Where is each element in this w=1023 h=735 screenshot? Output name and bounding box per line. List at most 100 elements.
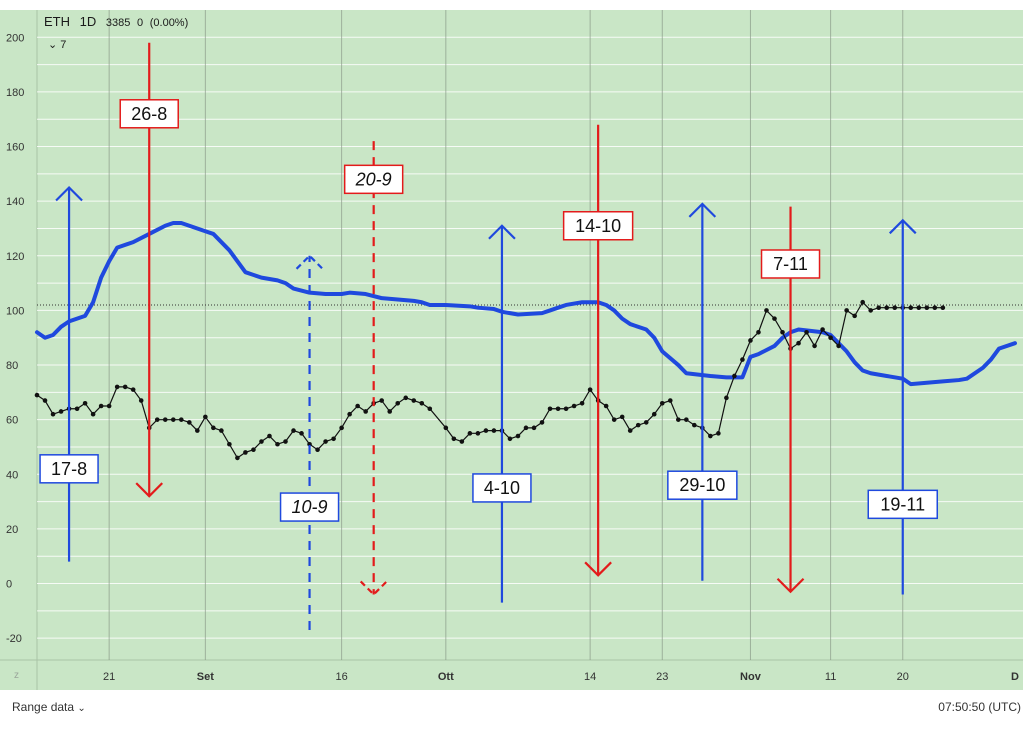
price-point — [82, 400, 88, 406]
price-point — [122, 384, 128, 390]
price-point — [50, 411, 56, 417]
y-tick-label: 40 — [6, 469, 18, 481]
price-point — [227, 441, 232, 447]
price-point — [836, 343, 841, 349]
price-point — [724, 395, 729, 401]
y-tick-label: 60 — [6, 415, 18, 427]
price-point — [90, 411, 96, 417]
zoom-reset-corner[interactable]: z — [14, 670, 19, 681]
signal-label: 4-10 — [484, 478, 520, 498]
price-point — [692, 422, 697, 428]
last-value: 3385 — [105, 17, 131, 29]
y-tick-label: 200 — [6, 32, 24, 44]
signal-label: 17-8 — [51, 459, 87, 479]
y-tick-label: 140 — [6, 196, 24, 208]
range-label: Range data — [12, 700, 75, 714]
price-point — [852, 313, 857, 319]
signal-label: 26-8 — [131, 104, 167, 124]
price-point — [427, 406, 433, 412]
plot-background — [37, 10, 1023, 690]
y-tick-label: 100 — [6, 305, 24, 317]
price-point — [643, 420, 649, 425]
price-point — [627, 428, 633, 433]
price-point — [579, 400, 585, 406]
change-value: 0 — [136, 17, 144, 29]
price-point — [708, 433, 713, 439]
price-point — [619, 414, 625, 420]
price-point — [387, 409, 393, 414]
signal-label: 7-11 — [773, 254, 808, 274]
signal-label: 19-11 — [880, 494, 925, 514]
signal-arrow-head — [888, 218, 917, 235]
chevron-down-icon: ⌄ — [77, 703, 86, 714]
price-point — [796, 340, 801, 346]
price-point — [667, 398, 673, 403]
price-point — [860, 299, 865, 305]
price-point — [331, 436, 336, 442]
y-axis-strip — [0, 10, 37, 690]
price-point — [555, 406, 561, 412]
signal-label-box — [39, 454, 99, 484]
price-point — [195, 428, 200, 433]
x-tick-label: D — [1011, 671, 1019, 683]
price-point — [716, 431, 721, 436]
price-point — [170, 417, 176, 422]
price-point — [676, 417, 681, 422]
price-point — [804, 329, 809, 335]
indicators-toggle[interactable]: ⌄ 7 — [48, 38, 66, 51]
price-point — [154, 417, 160, 422]
price-point — [491, 428, 497, 433]
price-point — [403, 395, 409, 401]
price-point — [611, 417, 617, 422]
x-tick-label: 16 — [335, 671, 347, 683]
price-point — [868, 308, 873, 313]
signal-label: 29-10 — [679, 475, 725, 495]
indicator-count: 7 — [60, 39, 67, 51]
y-tick-label: 160 — [6, 142, 24, 154]
price-point — [563, 406, 569, 412]
signal-arrow-head — [359, 580, 388, 597]
price-point — [243, 450, 248, 455]
price-point — [355, 403, 360, 409]
price-point — [162, 417, 168, 422]
symbol-legend: ETH 1D 3385 0 (0.00%) — [44, 14, 188, 29]
y-tick-label: 120 — [6, 251, 24, 263]
signal-arrow-head — [688, 202, 717, 218]
price-point — [475, 431, 481, 436]
price-point — [740, 357, 745, 362]
price-point — [74, 406, 80, 412]
x-tick-label: Nov — [740, 671, 762, 683]
change-percent: (0.00%) — [149, 17, 189, 29]
price-point — [812, 343, 817, 349]
price-point — [748, 338, 753, 343]
price-point — [219, 428, 224, 433]
price-point — [299, 431, 304, 436]
x-tick-label: 23 — [656, 671, 668, 683]
price-point — [315, 447, 320, 453]
price-point — [363, 409, 368, 414]
price-point — [283, 439, 288, 444]
price-point — [203, 414, 208, 420]
price-point — [235, 455, 240, 461]
price-point — [34, 392, 40, 398]
price-point — [780, 329, 785, 335]
price-point — [114, 384, 120, 390]
signal-label: 20-9 — [355, 169, 392, 189]
y-tick-label: 0 — [6, 579, 12, 591]
price-point — [291, 428, 296, 433]
price-point — [138, 398, 144, 403]
signal-arrow-head — [776, 577, 805, 594]
symbol-name[interactable]: ETH — [44, 14, 70, 29]
range-button[interactable]: Range data ⌄ — [12, 700, 86, 714]
price-point — [772, 316, 777, 321]
signal-label-box — [472, 473, 532, 503]
price-point — [42, 398, 48, 403]
price-point — [908, 305, 914, 310]
timeframe-label[interactable]: 1D — [79, 14, 97, 29]
price-point — [659, 400, 665, 406]
price-point — [547, 406, 553, 412]
price-point — [587, 387, 593, 392]
price-point — [187, 420, 192, 425]
